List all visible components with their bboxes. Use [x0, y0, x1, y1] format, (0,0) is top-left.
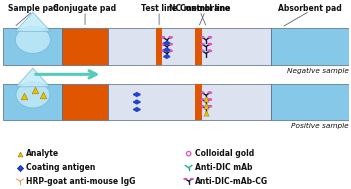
Point — [203, 98, 209, 101]
Circle shape — [208, 98, 212, 101]
Bar — [3, 84, 62, 120]
Text: Positive sample: Positive sample — [291, 123, 349, 129]
Polygon shape — [133, 100, 140, 104]
Bar — [271, 28, 349, 65]
Polygon shape — [15, 12, 51, 31]
Circle shape — [200, 91, 204, 94]
Bar — [62, 28, 108, 65]
Text: Sample pad: Sample pad — [7, 4, 58, 12]
Bar — [271, 84, 349, 120]
Circle shape — [200, 50, 204, 52]
Point — [21, 94, 27, 97]
Circle shape — [200, 105, 204, 107]
Point — [40, 94, 45, 97]
Polygon shape — [133, 108, 140, 111]
Polygon shape — [164, 41, 170, 45]
Circle shape — [200, 43, 204, 45]
Bar — [108, 28, 271, 65]
Text: Analyte: Analyte — [26, 149, 59, 158]
Circle shape — [161, 50, 165, 52]
Text: Anti-DIC-mAb-CG: Anti-DIC-mAb-CG — [195, 177, 268, 186]
Circle shape — [200, 36, 204, 39]
Circle shape — [168, 43, 173, 45]
Circle shape — [168, 36, 173, 39]
Point — [203, 111, 209, 114]
Ellipse shape — [15, 26, 51, 53]
Point — [17, 166, 23, 169]
Bar — [3, 28, 62, 65]
Text: Colloidal gold: Colloidal gold — [195, 149, 254, 158]
Circle shape — [208, 105, 212, 107]
Point — [17, 152, 23, 155]
Bar — [62, 84, 108, 120]
Circle shape — [208, 43, 212, 45]
Text: Test line: Test line — [141, 4, 177, 12]
Bar — [156, 28, 162, 65]
Text: Coating antigen: Coating antigen — [26, 163, 96, 172]
Circle shape — [208, 36, 212, 39]
Circle shape — [168, 50, 173, 52]
Circle shape — [161, 36, 165, 39]
Point — [186, 152, 191, 155]
Circle shape — [184, 178, 187, 180]
Circle shape — [208, 50, 212, 52]
Bar — [108, 84, 271, 120]
Circle shape — [208, 91, 212, 94]
Polygon shape — [164, 55, 170, 58]
Text: Control line: Control line — [180, 4, 231, 12]
Text: NC membrane: NC membrane — [169, 4, 230, 12]
Ellipse shape — [16, 82, 50, 108]
Point — [203, 104, 209, 107]
Bar — [195, 28, 201, 65]
Text: Anti-DIC mAb: Anti-DIC mAb — [195, 163, 252, 172]
Text: Conjugate pad: Conjugate pad — [53, 4, 117, 12]
Circle shape — [190, 178, 194, 180]
Text: Absorbent pad: Absorbent pad — [278, 4, 342, 12]
Point — [33, 89, 38, 92]
Circle shape — [161, 43, 165, 45]
Polygon shape — [133, 93, 140, 96]
Text: HRP-goat anti-mouse IgG: HRP-goat anti-mouse IgG — [26, 177, 135, 186]
Circle shape — [200, 98, 204, 101]
Text: Negative sample: Negative sample — [287, 68, 349, 74]
Bar — [195, 84, 201, 120]
Polygon shape — [164, 48, 170, 52]
Polygon shape — [16, 68, 50, 87]
